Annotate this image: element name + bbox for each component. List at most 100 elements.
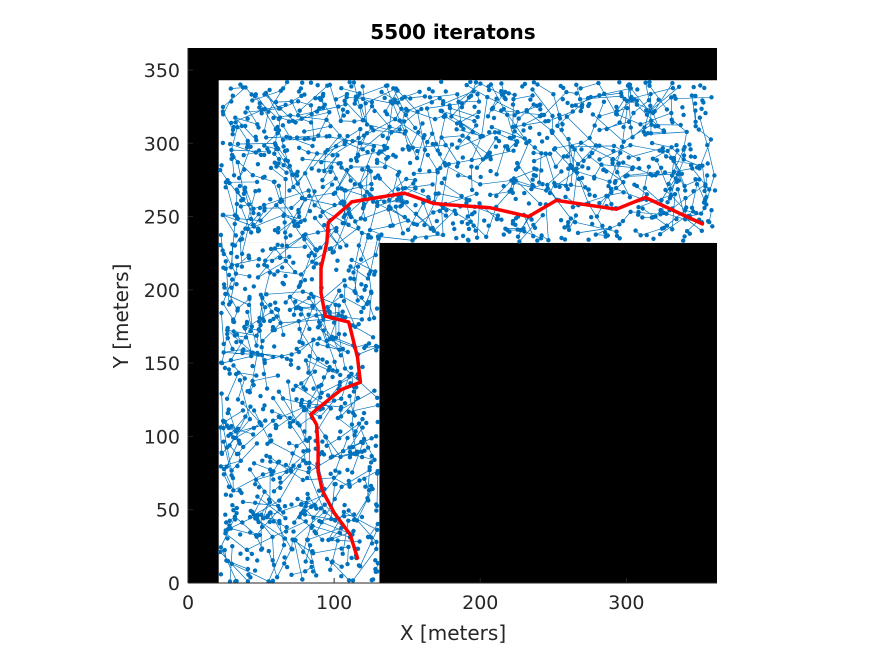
tree-node [424, 106, 430, 111]
tree-node [617, 80, 622, 85]
tree-node [361, 118, 366, 123]
tree-node [274, 203, 279, 208]
tree-node [340, 107, 346, 112]
tree-node [703, 184, 708, 189]
tree-node [306, 295, 312, 301]
tree-node [265, 146, 270, 152]
tree-node [221, 341, 226, 347]
tree-node [274, 575, 280, 580]
tree-node [235, 125, 240, 130]
tree-node [539, 151, 544, 156]
tree-node [664, 107, 670, 112]
tree-node [443, 89, 448, 94]
tree-node [262, 403, 267, 408]
tree-node [529, 186, 534, 192]
tree-node [282, 230, 288, 235]
tree-node [375, 471, 380, 476]
tree-node [710, 224, 715, 229]
tree-node [259, 524, 265, 530]
tree-node [230, 132, 235, 137]
tree-node [393, 154, 398, 159]
tree-node [572, 220, 578, 225]
tree-node [486, 84, 491, 89]
tree-node [268, 302, 273, 307]
tree-node [702, 205, 707, 211]
tree-node [363, 343, 369, 348]
tree-node [251, 382, 256, 388]
tree-node [253, 477, 259, 482]
tree-node [464, 197, 469, 202]
tree-node [288, 424, 293, 429]
tree-node [360, 206, 366, 211]
tree-node [275, 460, 280, 465]
tree-node [621, 190, 626, 195]
tree-node [349, 555, 354, 561]
tree-node [402, 131, 407, 136]
tree-node [233, 120, 238, 125]
tree-node [273, 127, 278, 132]
tree-node [472, 210, 477, 215]
tree-node [223, 492, 229, 497]
tree-node [592, 193, 597, 199]
tree-node [558, 83, 563, 89]
tree-node [268, 246, 274, 252]
tree-node [503, 89, 508, 95]
tree-node [317, 414, 323, 420]
tree-node [517, 239, 522, 244]
tree-node [296, 319, 301, 324]
tree-node [372, 108, 377, 114]
tree-node [593, 143, 599, 148]
tree-node [588, 94, 593, 100]
tree-node [259, 302, 265, 307]
tree-node [648, 103, 653, 109]
tree-node [669, 145, 674, 150]
tree-node [334, 267, 339, 272]
tree-node [614, 233, 620, 238]
tree-node [649, 173, 655, 178]
tree-node [234, 187, 239, 192]
tree-node [228, 431, 233, 437]
tree-node [251, 206, 256, 211]
tree-node [335, 415, 340, 421]
tree-node [296, 349, 302, 355]
tree-node [431, 210, 436, 215]
tree-node [644, 192, 649, 197]
tree-node [435, 148, 440, 153]
tree-node [222, 547, 227, 553]
tree-node [260, 407, 266, 412]
tree-node [473, 80, 479, 85]
tree-node [693, 124, 698, 129]
tree-node [243, 110, 248, 115]
tree-node [450, 221, 456, 226]
tree-node [531, 234, 536, 239]
tree-node [607, 179, 612, 184]
tree-node [449, 142, 455, 147]
tree-node [346, 268, 351, 273]
tree-node [628, 96, 633, 101]
tree-node [296, 223, 301, 229]
tree-node [676, 84, 682, 90]
tree-node [333, 190, 338, 195]
tree-node [578, 140, 584, 145]
tree-node [219, 450, 224, 455]
tree-node [395, 88, 400, 93]
tree-node [345, 349, 350, 355]
tree-node [271, 469, 276, 474]
tree-node [474, 191, 479, 196]
tree-node [692, 154, 698, 160]
tree-node [488, 168, 493, 174]
tree-node [367, 465, 372, 470]
tree-node [327, 337, 332, 342]
tree-node [239, 264, 245, 269]
tree-node [348, 164, 354, 170]
tree-node [346, 544, 351, 550]
tree-node [338, 161, 343, 166]
tree-node [465, 214, 470, 219]
tree-node [661, 129, 667, 135]
tree-node [221, 265, 226, 270]
tree-node [324, 117, 329, 123]
tree-node [633, 228, 638, 233]
tree-node [587, 135, 592, 141]
tree-node [284, 356, 290, 361]
tree-node [307, 326, 312, 332]
